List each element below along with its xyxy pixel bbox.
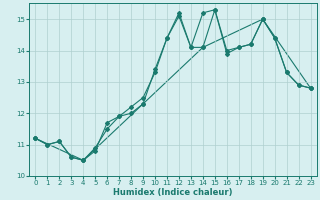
X-axis label: Humidex (Indice chaleur): Humidex (Indice chaleur)	[113, 188, 233, 197]
